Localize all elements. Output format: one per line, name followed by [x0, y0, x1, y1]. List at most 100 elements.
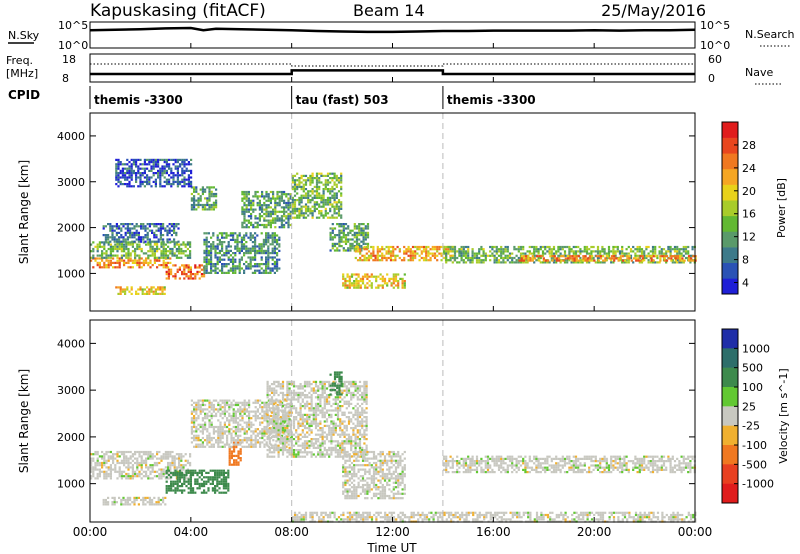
velocity-cell [223, 406, 226, 409]
power-cell [572, 245, 575, 249]
velocity-cell [210, 412, 213, 415]
power-cell [616, 245, 619, 249]
power-cell [240, 241, 243, 244]
velocity-cell [182, 468, 185, 471]
power-cell [596, 252, 600, 255]
power-cell [285, 201, 288, 205]
power-cell [354, 248, 357, 251]
power-cell [124, 163, 127, 166]
velocity-cell [149, 455, 152, 458]
power-cell [425, 250, 428, 253]
velocity-cell [107, 472, 110, 476]
power-cell [621, 261, 624, 264]
power-cell [596, 256, 600, 260]
power-cell [333, 201, 336, 204]
velocity-cell [233, 450, 236, 453]
power-cell [271, 269, 274, 272]
velocity-cell [281, 429, 285, 432]
power-cell [627, 245, 630, 249]
power-cell [359, 277, 362, 280]
power-cell [449, 250, 452, 253]
power-cell [541, 245, 545, 249]
power-cell [315, 207, 319, 210]
velocity-cell [275, 427, 278, 430]
power-cell [377, 275, 380, 278]
power-cell [260, 267, 263, 270]
power-cell [232, 252, 235, 255]
power-cell [227, 263, 230, 266]
power-cell [621, 255, 625, 258]
power-cell [197, 203, 200, 207]
power-cell [207, 254, 210, 257]
velocity-cell [228, 450, 231, 453]
velocity-cell [120, 461, 123, 465]
velocity-cell [126, 501, 129, 504]
power-cell [640, 250, 644, 253]
power-cell [103, 266, 106, 269]
velocity-cell [125, 477, 128, 480]
power-cell [225, 249, 228, 252]
power-cell [309, 174, 312, 177]
power-cell [113, 225, 116, 228]
power-cell [148, 229, 151, 232]
power-cell [495, 261, 498, 264]
velocity-cell [203, 469, 206, 472]
velocity-cell [201, 403, 204, 407]
power-cell [247, 265, 250, 268]
power-cell [221, 258, 224, 261]
power-cell [596, 245, 600, 249]
power-cell [98, 241, 101, 244]
velocity-cell [306, 380, 309, 383]
power-cell [260, 243, 263, 246]
power-cell [154, 183, 157, 186]
velocity-cell [227, 489, 230, 492]
power-cell [212, 201, 215, 204]
power-cell [640, 261, 644, 264]
power-cell [195, 186, 198, 189]
velocity-cell [281, 391, 285, 394]
velocity-cell [156, 461, 159, 465]
velocity-cell [295, 455, 298, 458]
power-cell [370, 275, 373, 278]
velocity-cell [286, 391, 289, 394]
power-cell [453, 259, 457, 262]
power-cell [267, 245, 270, 248]
power-cell [358, 242, 361, 245]
power-cell [92, 247, 95, 251]
power-cell [625, 252, 628, 255]
power-cell [176, 183, 179, 186]
power-cell [489, 254, 492, 257]
power-cell [265, 236, 268, 239]
velocity-cell [222, 476, 225, 479]
power-cell [298, 207, 301, 210]
power-cell [583, 245, 586, 249]
power-cell [167, 277, 170, 280]
power-cell [267, 267, 270, 270]
velocity-cell [183, 478, 186, 481]
power-cell [539, 248, 542, 251]
power-cell [344, 277, 347, 280]
power-cell [187, 270, 190, 273]
power-cell [172, 163, 175, 166]
power-cell [662, 252, 666, 255]
power-cell [355, 225, 359, 228]
power-cell [247, 204, 250, 207]
power-cell [574, 245, 578, 249]
power-cell [289, 223, 292, 227]
velocity-cell [182, 464, 185, 467]
velocity-cell [173, 461, 176, 465]
power-cell [136, 259, 139, 262]
power-cell [140, 240, 143, 243]
velocity-cell [292, 422, 296, 425]
power-cell [324, 212, 327, 215]
power-cell [167, 245, 170, 248]
power-cell [265, 243, 268, 246]
power-cell [311, 214, 314, 217]
power-cell [218, 269, 221, 272]
power-cell [105, 252, 108, 255]
power-cell [318, 210, 321, 213]
velocity-cell [299, 383, 302, 386]
power-cell [502, 261, 505, 264]
power-cell [340, 229, 343, 232]
velocity-cell [288, 413, 291, 416]
